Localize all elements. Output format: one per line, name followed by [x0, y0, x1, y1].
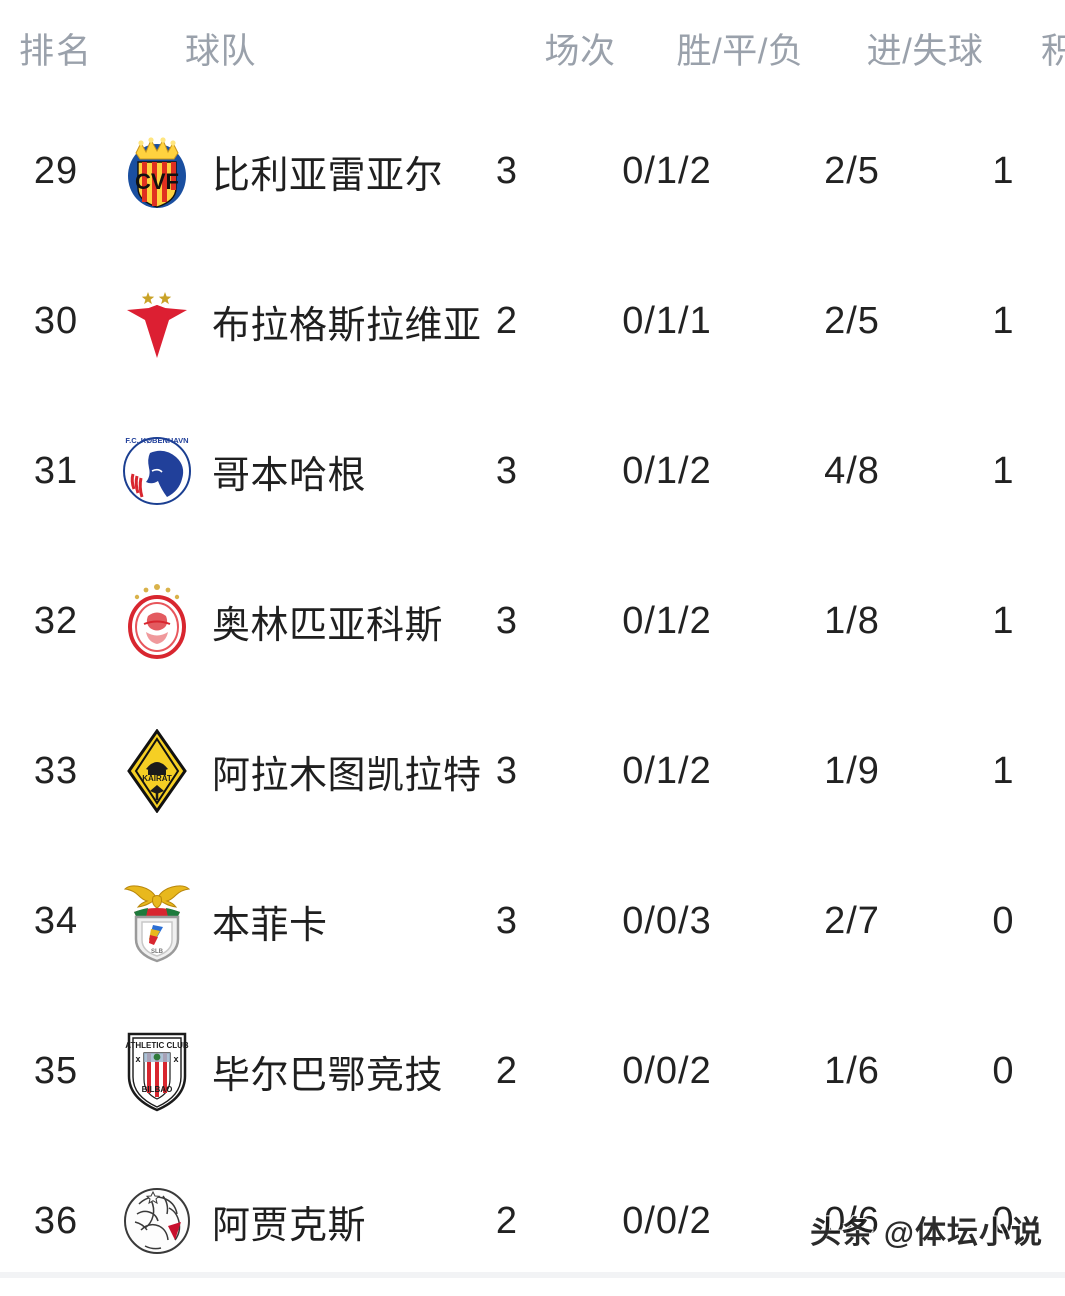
bottom-edge-divider: [0, 1272, 1065, 1278]
row-goals: 1/6: [824, 1049, 880, 1092]
svg-text:BILBAO: BILBAO: [142, 1085, 173, 1094]
column-header-rank: 排名: [18, 31, 93, 71]
row-played: 3: [495, 149, 519, 192]
row-rank: 29: [33, 149, 79, 192]
team-name: 阿拉木图凯拉特: [212, 754, 482, 797]
row-points: 1: [992, 149, 1015, 192]
row-played: 3: [495, 749, 519, 792]
column-header-team: 球队: [185, 31, 257, 71]
row-rank: 31: [33, 449, 79, 492]
svg-text:CVF: CVF: [135, 169, 179, 194]
table-header-row: 排名 球队 场次 胜/平/负 进/失球 积分: [0, 0, 1065, 96]
row-wdl: 0/1/2: [622, 749, 712, 792]
column-header-played: 场次: [544, 31, 616, 71]
svg-text:F.C. KØBENHAVN: F.C. KØBENHAVN: [125, 436, 188, 445]
row-points: 0: [992, 1049, 1015, 1092]
svg-text:SLB: SLB: [151, 949, 164, 955]
row-rank: 36: [33, 1199, 79, 1242]
copenhagen-crest-icon: F.C. KØBENHAVN: [120, 429, 194, 513]
row-points: 1: [992, 299, 1015, 342]
row-rank: 32: [33, 599, 79, 642]
row-points: 0: [992, 899, 1015, 942]
row-points: 1: [992, 449, 1015, 492]
row-goals: 1/9: [824, 749, 880, 792]
column-header-points: 积分: [1040, 31, 1065, 71]
team-name: 奥林匹亚科斯: [212, 604, 444, 647]
team-name: 阿贾克斯: [212, 1204, 367, 1247]
team-name: 比利亚雷亚尔: [212, 154, 444, 197]
benfica-crest-icon: SLB: [120, 879, 194, 963]
row-played: 2: [495, 1049, 519, 1092]
row-points: 1: [992, 749, 1015, 792]
row-goals: 2/7: [824, 899, 880, 942]
row-played: 3: [495, 599, 519, 642]
row-goals: 2/5: [824, 299, 880, 342]
team-name: 毕尔巴鄂竞技: [212, 1054, 444, 1097]
slavia-prague-crest-icon: [120, 279, 194, 363]
column-header-wdl: 胜/平/负: [676, 31, 804, 71]
row-rank: 33: [33, 749, 79, 792]
row-rank: 30: [33, 299, 79, 342]
kairat-almaty-crest-icon: KAIRAT: [120, 729, 194, 813]
row-played: 3: [495, 449, 519, 492]
row-played: 2: [495, 1199, 519, 1242]
team-name: 哥本哈根: [212, 454, 367, 497]
row-goals: 2/5: [824, 149, 880, 192]
row-points: 1: [992, 599, 1015, 642]
row-wdl: 0/1/1: [622, 299, 712, 342]
svg-text:x: x: [173, 1054, 178, 1064]
row-goals: 4/8: [824, 449, 880, 492]
row-points: 0: [992, 1199, 1015, 1242]
team-name: 布拉格斯拉维亚: [212, 304, 482, 347]
villarreal-crest-icon: CVF: [120, 129, 194, 213]
row-wdl: 0/1/2: [622, 149, 712, 192]
column-header-goals: 进/失球: [866, 31, 984, 71]
table-row[interactable]: 34 SLB 本菲卡 3: [0, 846, 1065, 996]
row-wdl: 0/0/2: [622, 1199, 712, 1242]
svg-text:KAIRAT: KAIRAT: [142, 774, 172, 783]
row-rank: 34: [33, 899, 79, 942]
table-row[interactable]: 35 ATHLETIC CLUB x x BILBAO 毕尔巴鄂竞技 2 0: [0, 996, 1065, 1146]
table-row[interactable]: 30 布拉格斯拉维亚 2 0/1/1 2/5 1: [0, 246, 1065, 396]
watermark: 头条 @体坛小说: [810, 1215, 1043, 1250]
svg-text:x: x: [135, 1054, 140, 1064]
row-played: 3: [495, 899, 519, 942]
table-row[interactable]: 32 奥林匹亚科斯 3 0/1/2 1/8 1: [0, 546, 1065, 696]
team-name: 本菲卡: [212, 904, 328, 947]
table-row[interactable]: 33 KAIRAT 阿拉木图凯拉特 3 0/1/2 1/9 1: [0, 696, 1065, 846]
table-row[interactable]: 31 F.C. KØBENHAVN 哥本哈根 3 0/1/2 4/8 1: [0, 396, 1065, 546]
row-wdl: 0/0/2: [622, 1049, 712, 1092]
ajax-crest-icon: [120, 1179, 194, 1263]
table-row[interactable]: 29 CVF 比利亚雷亚尔 3 0/1/2 2/5 1: [0, 96, 1065, 246]
athletic-bilbao-crest-icon: ATHLETIC CLUB x x BILBAO: [120, 1029, 194, 1113]
row-played: 2: [495, 299, 519, 342]
row-wdl: 0/1/2: [622, 449, 712, 492]
olympiacos-crest-icon: [120, 579, 194, 663]
row-goals: 0/6: [824, 1199, 880, 1242]
row-wdl: 0/1/2: [622, 599, 712, 642]
row-wdl: 0/0/3: [622, 899, 712, 942]
row-goals: 1/8: [824, 599, 880, 642]
svg-text:ATHLETIC CLUB: ATHLETIC CLUB: [125, 1041, 189, 1050]
row-rank: 35: [33, 1049, 79, 1092]
table-row[interactable]: 36: [0, 1146, 1065, 1296]
